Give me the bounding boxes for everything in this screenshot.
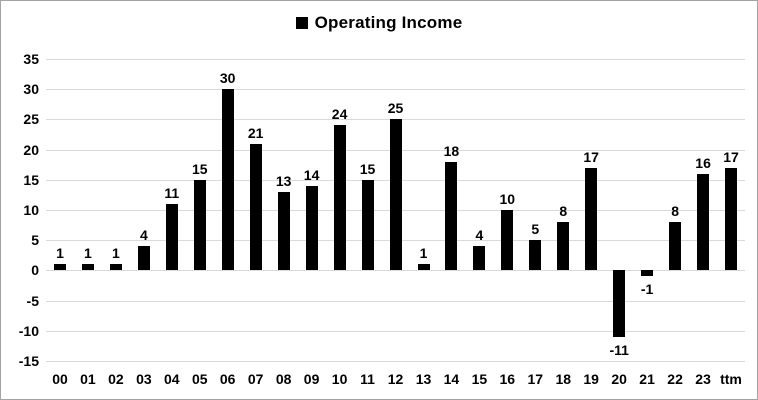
bar-value-label: 4 <box>475 227 484 244</box>
x-axis-tick-label: 07 <box>247 371 264 387</box>
x-axis-tick-label: 19 <box>583 371 599 387</box>
x-axis-tick-label: 21 <box>639 371 655 387</box>
bar-value-label: 1 <box>83 245 92 262</box>
y-axis-tick-label: 30 <box>23 81 39 98</box>
bar-value-label: -11 <box>609 341 629 358</box>
bar-value-label: 1 <box>419 245 428 262</box>
x-axis-tick-label: 05 <box>192 371 208 387</box>
bar <box>417 264 430 271</box>
bar <box>473 246 486 271</box>
x-axis-tick-label: 22 <box>667 371 683 387</box>
bar-value-label: 8 <box>559 203 568 220</box>
bar-value-label: 13 <box>275 172 292 189</box>
y-axis-tick-label: 0 <box>31 262 39 279</box>
x-axis-tick-label: 04 <box>164 371 180 387</box>
bar <box>613 270 626 337</box>
y-axis-tick-label: 20 <box>23 141 39 158</box>
x-axis-tick-label: 08 <box>275 371 292 387</box>
y-axis-tick-label: 35 <box>23 51 39 67</box>
x-axis-tick-label: ttm <box>720 371 742 387</box>
x-axis-tick-label: 03 <box>136 371 152 387</box>
y-axis-tick-label: 10 <box>23 202 39 218</box>
bar-value-label: 10 <box>499 191 516 207</box>
bar <box>249 143 262 271</box>
gridline <box>46 89 745 91</box>
bar <box>529 240 542 271</box>
y-axis-tick-label: -5 <box>26 292 39 309</box>
y-axis-tick-label: -15 <box>18 353 39 369</box>
x-axis-tick-label: 20 <box>611 371 627 387</box>
bar-value-label: 15 <box>359 160 376 177</box>
x-axis-tick-label: 10 <box>331 371 348 387</box>
bar <box>585 167 598 271</box>
bar-value-label: 16 <box>695 154 711 171</box>
bar-value-label: 8 <box>671 203 679 220</box>
bar-value-label: 5 <box>531 221 540 238</box>
gridline <box>46 300 745 302</box>
bar-value-label: 15 <box>192 160 208 177</box>
bar <box>445 161 458 271</box>
bar <box>109 264 122 271</box>
x-axis-tick-label: 02 <box>108 371 124 387</box>
y-axis-tick-label: 15 <box>23 171 39 188</box>
bar <box>277 191 290 271</box>
bar-value-label: 17 <box>583 148 599 165</box>
bar <box>137 246 150 271</box>
y-axis-tick-label: 5 <box>31 232 39 249</box>
x-axis-tick-label: 23 <box>695 371 711 387</box>
bar <box>81 264 94 271</box>
bar <box>389 119 402 271</box>
bar-value-label: 18 <box>443 142 460 159</box>
bar <box>165 204 178 271</box>
bar-value-label: 24 <box>331 106 348 123</box>
bar-value-label: 1 <box>56 245 64 262</box>
x-axis-tick-label: 13 <box>415 371 432 387</box>
bar <box>54 264 66 271</box>
x-axis-tick-label: 09 <box>303 371 320 387</box>
legend-marker-icon <box>295 17 308 29</box>
bar <box>361 179 374 271</box>
gridline <box>46 59 745 60</box>
x-axis-tick-label: 06 <box>219 371 236 387</box>
x-axis-tick-label: 16 <box>499 371 516 387</box>
x-axis-tick-label: 18 <box>555 371 572 387</box>
bar <box>697 173 710 271</box>
gridline <box>46 361 745 362</box>
x-axis-tick-label: 11 <box>360 371 375 387</box>
x-axis-tick-label: 17 <box>527 371 544 387</box>
legend-title: Operating Income <box>314 13 463 32</box>
x-axis-tick-label: 00 <box>52 371 68 387</box>
bar <box>305 185 318 271</box>
bar <box>669 222 682 271</box>
bar-value-label: 11 <box>164 185 180 201</box>
gridline <box>46 330 745 332</box>
gridline <box>46 270 745 272</box>
y-axis-tick-label: -10 <box>18 322 39 339</box>
x-axis-tick-label: 12 <box>387 371 404 387</box>
x-axis-tick-label: 15 <box>471 371 488 387</box>
bar <box>333 125 346 271</box>
bar <box>221 89 234 271</box>
bar-value-label: 17 <box>723 148 739 165</box>
bar <box>501 210 514 271</box>
bar-value-label: 30 <box>219 70 236 87</box>
bar-value-label: 25 <box>387 100 404 117</box>
bar-value-label: 4 <box>139 227 148 244</box>
bar-value-label: 14 <box>303 166 320 183</box>
x-axis-tick-label: 01 <box>80 371 96 387</box>
bar <box>557 222 570 271</box>
bar <box>641 270 654 277</box>
legend: Operating Income <box>1 13 757 33</box>
bar-value-label: -1 <box>640 281 654 298</box>
bar <box>725 167 737 271</box>
bar-value-label: 1 <box>111 245 120 262</box>
bar-value-label: 21 <box>247 124 264 141</box>
bar <box>193 179 206 271</box>
y-axis-tick-label: 25 <box>23 111 39 128</box>
x-axis-tick-label: 14 <box>443 371 460 387</box>
